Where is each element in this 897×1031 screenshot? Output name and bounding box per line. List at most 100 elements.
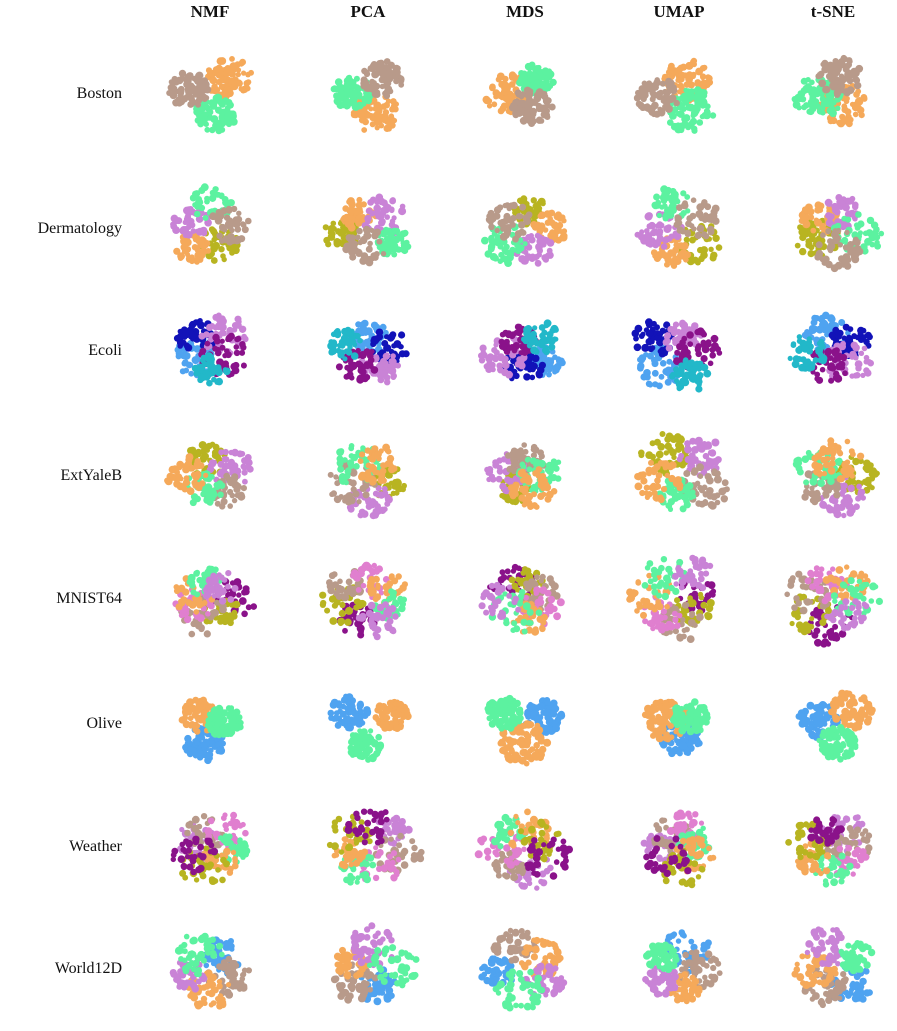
- data-point: [188, 464, 196, 472]
- data-point: [652, 241, 660, 249]
- data-point: [524, 325, 533, 333]
- data-point: [347, 505, 355, 513]
- data-point: [197, 363, 206, 372]
- data-point: [193, 609, 200, 615]
- data-point: [647, 345, 655, 353]
- data-point: [797, 468, 804, 476]
- data-point: [699, 73, 707, 80]
- data-point: [557, 221, 563, 228]
- data-point: [367, 362, 374, 368]
- data-point: [544, 69, 551, 77]
- data-point: [353, 598, 360, 605]
- data-point: [664, 105, 671, 111]
- data-point: [676, 226, 684, 234]
- data-point: [799, 233, 807, 242]
- data-point: [345, 492, 353, 500]
- data-point: [350, 352, 359, 360]
- data-point: [213, 213, 220, 221]
- data-point: [189, 222, 196, 229]
- data-point: [354, 332, 361, 340]
- data-point: [239, 349, 246, 356]
- data-point: [181, 606, 188, 614]
- data-point: [356, 91, 363, 98]
- data-point: [707, 501, 716, 509]
- data-point: [173, 334, 181, 342]
- data-point: [664, 472, 670, 479]
- data-point: [680, 201, 689, 210]
- data-point: [846, 509, 855, 517]
- data-point: [353, 463, 360, 470]
- data-point: [200, 118, 207, 125]
- data-point: [678, 452, 685, 459]
- data-point: [234, 226, 242, 233]
- data-point: [832, 505, 841, 514]
- data-point: [530, 330, 537, 338]
- data-point: [834, 222, 842, 230]
- data-point: [485, 354, 493, 363]
- data-point: [814, 218, 822, 227]
- data-point: [704, 442, 713, 450]
- cluster-taupe: [677, 463, 730, 510]
- data-point: [695, 350, 702, 358]
- data-point: [204, 483, 213, 492]
- data-point: [542, 97, 551, 105]
- data-point: [198, 252, 206, 259]
- data-point: [654, 483, 661, 490]
- data-point: [386, 119, 395, 127]
- data-point: [798, 363, 806, 372]
- scatter-plot: [478, 319, 566, 382]
- data-point: [720, 495, 728, 503]
- data-point: [373, 204, 381, 213]
- data-point: [801, 104, 808, 111]
- data-point: [390, 353, 396, 359]
- data-point: [380, 69, 388, 77]
- data-point: [530, 339, 536, 346]
- data-point: [339, 601, 346, 609]
- data-point: [807, 208, 815, 216]
- data-point: [361, 127, 368, 133]
- data-point: [805, 449, 812, 456]
- data-point: [344, 328, 352, 336]
- data-point: [363, 79, 370, 86]
- data-point: [521, 488, 528, 495]
- data-point: [819, 225, 825, 231]
- data-point: [173, 587, 181, 595]
- data-point: [245, 604, 252, 611]
- data-point: [217, 108, 225, 116]
- data-point: [400, 486, 406, 493]
- data-point: [359, 236, 368, 245]
- data-point: [828, 377, 835, 384]
- data-point: [553, 465, 560, 472]
- data-point: [369, 348, 375, 355]
- data-point: [674, 349, 681, 356]
- data-point: [372, 469, 378, 476]
- data-point: [241, 333, 247, 340]
- data-point: [356, 499, 362, 505]
- data-point: [648, 459, 654, 466]
- data-point: [389, 358, 397, 365]
- data-point: [182, 359, 189, 366]
- data-point: [840, 353, 847, 361]
- data-point: [175, 353, 182, 360]
- data-point: [185, 599, 193, 607]
- data-point: [691, 322, 699, 330]
- data-point: [391, 251, 398, 258]
- data-point: [531, 491, 537, 498]
- data-point: [684, 123, 692, 131]
- data-point: [498, 338, 505, 345]
- data-point: [546, 371, 552, 378]
- data-point: [683, 483, 691, 492]
- data-point: [328, 572, 336, 580]
- data-point: [805, 454, 812, 460]
- data-point: [398, 331, 406, 339]
- data-point: [842, 244, 849, 251]
- data-point: [834, 65, 842, 74]
- data-point: [344, 221, 351, 228]
- data-point: [211, 230, 218, 237]
- cluster-teal: [787, 334, 828, 372]
- data-point: [549, 229, 556, 237]
- data-point: [229, 62, 238, 71]
- data-point: [846, 86, 855, 94]
- data-point: [479, 344, 487, 352]
- data-point: [172, 226, 180, 234]
